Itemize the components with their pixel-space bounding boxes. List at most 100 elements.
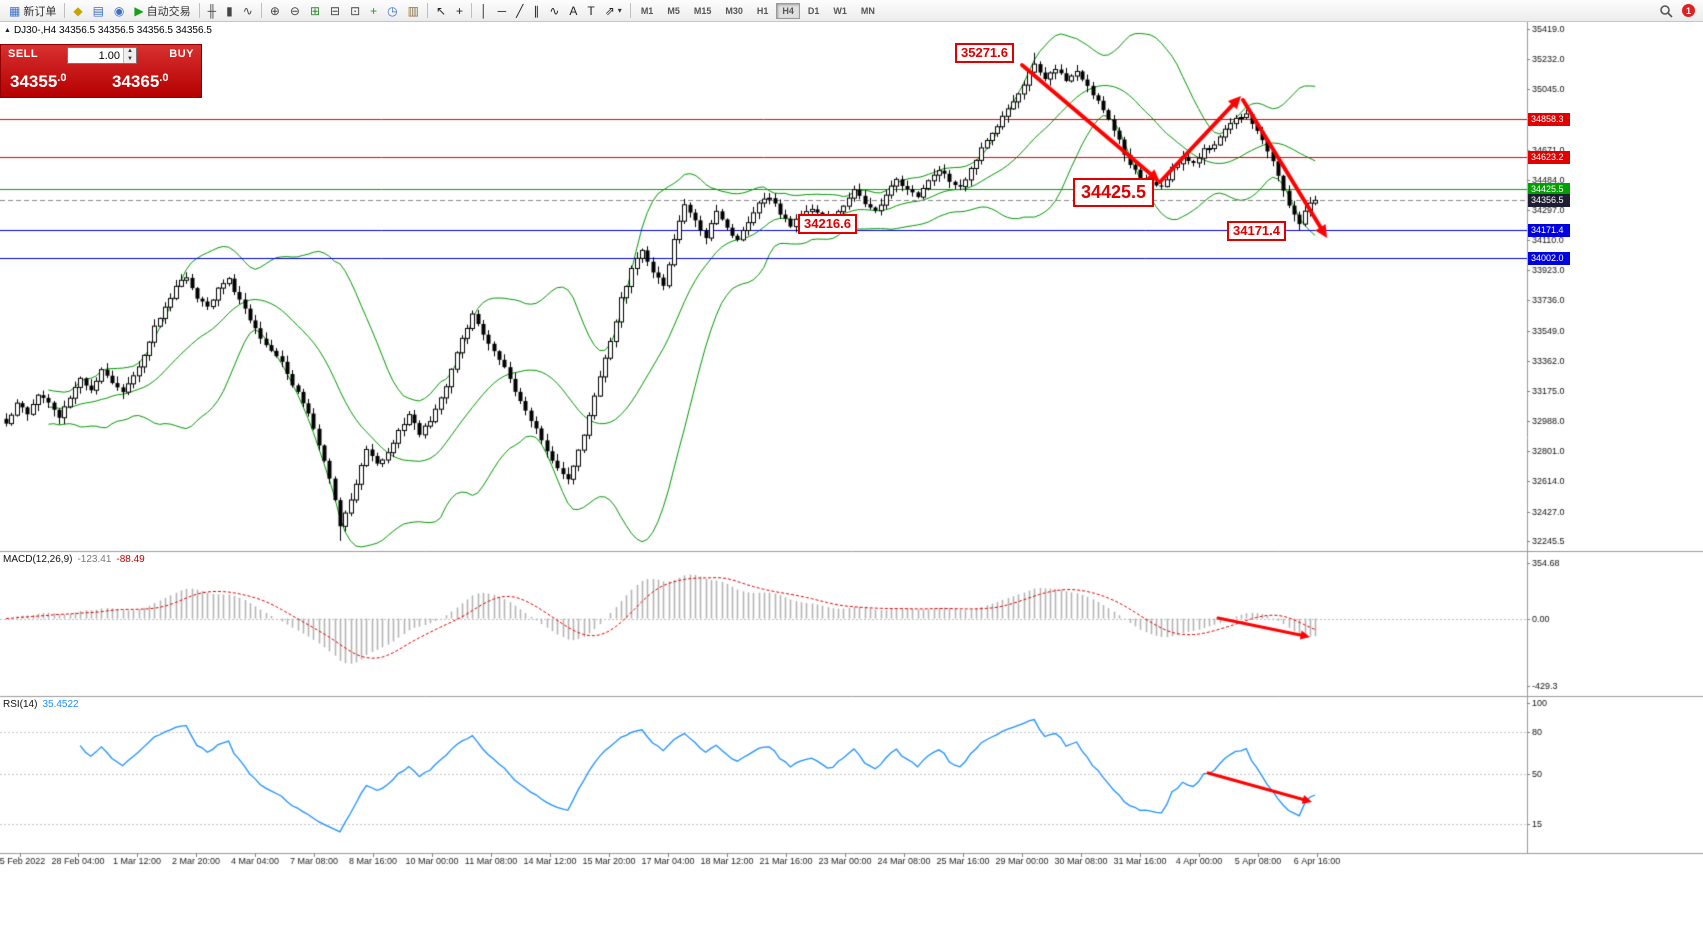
price-annotation-35271.6[interactable]: 35271.6	[955, 43, 1014, 64]
price-chart-canvas[interactable]	[0, 22, 1703, 942]
zoom-in-icon[interactable]: ⊕	[265, 0, 285, 22]
toolbar-separator	[426, 3, 428, 18]
terminal-icon-glyph: ▤	[92, 3, 104, 18]
price-tag-34858.3: 34858.3	[1528, 113, 1570, 127]
zoom-out-icon-glyph: ⊖	[289, 3, 300, 18]
buy-price: 34365.0	[112, 72, 169, 91]
timeframe-MN[interactable]: MN	[860, 5, 875, 16]
text-label-icon-glyph: T	[587, 3, 595, 18]
equidistant-channel-icon[interactable]: ∥	[528, 0, 544, 22]
trendline-icon-glyph: ╱	[516, 3, 524, 18]
cascade-windows-icon-glyph: ⊟	[330, 3, 341, 18]
cursor-icon[interactable]: ↖	[431, 0, 451, 22]
cursor-icon-glyph: ↖	[435, 3, 447, 18]
crosshair-icon[interactable]: +	[451, 0, 468, 22]
crosshair-icon-glyph: +	[456, 3, 464, 18]
templates-icon[interactable]: ▥	[403, 0, 424, 22]
indicators-icon[interactable]: +	[365, 0, 382, 22]
price-tag-34623.2: 34623.2	[1528, 151, 1570, 165]
macd-signal-value: -88.49	[116, 554, 145, 565]
autotrading-button-label: 自动交易	[146, 5, 191, 18]
vertical-line-icon[interactable]: │	[475, 0, 493, 22]
one-click-trading-panel: SELL 34355.0 BUY 34365.0 1.00 ▲ ▼	[0, 44, 202, 98]
zoom-in-icon-glyph: ⊕	[269, 3, 280, 18]
toolbar-separator	[198, 3, 200, 18]
volume-down-button[interactable]: ▼	[124, 55, 136, 63]
timeframe-M15[interactable]: M15	[693, 5, 712, 16]
volume-value: 1.00	[98, 49, 120, 62]
macd-value: -123.41	[77, 554, 112, 565]
arrows-tool-icon-dropdown[interactable]: ▾	[617, 6, 622, 15]
price-annotation-34425.5[interactable]: 34425.5	[1073, 178, 1155, 207]
timeframe-M1[interactable]: M1	[640, 5, 654, 16]
price-tag-34002.0: 34002.0	[1528, 251, 1570, 265]
volume-spinner: ▲ ▼	[123, 48, 136, 63]
text-label-icon[interactable]: T	[582, 0, 599, 22]
arrows-tool-icon-glyph: ⇗	[604, 3, 615, 18]
terminal-icon[interactable]: ▤	[88, 0, 109, 22]
price-tag-34171.4: 34171.4	[1528, 224, 1570, 238]
metaeditor-icon-glyph: ◆	[73, 3, 83, 18]
arrows-tool-icon[interactable]: ⇗ ▾	[600, 0, 627, 22]
timeframe-M5[interactable]: M5	[667, 5, 680, 16]
tile-windows-icon[interactable]: ⊞	[305, 0, 325, 22]
market-watch-icon[interactable]: ◉	[109, 0, 129, 22]
tile-windows-icon-glyph: ⊞	[309, 3, 321, 18]
toolbar-separator	[260, 3, 262, 18]
autotrading-button[interactable]: ▶ 自动交易	[129, 0, 195, 22]
macd-indicator-label: MACD(12,26,9) -123.41 -88.49	[3, 554, 145, 565]
notification-badge[interactable]: 1	[1682, 4, 1695, 17]
horizontal-line-icon[interactable]: ─	[493, 0, 512, 22]
equidistant-channel-icon-glyph: ∥	[533, 3, 540, 18]
timeframe-H1[interactable]: H1	[756, 5, 769, 16]
sell-label: SELL	[8, 48, 39, 60]
timeframe-D1[interactable]: D1	[807, 5, 820, 16]
arrange-windows-icon[interactable]: ⊡	[345, 0, 365, 22]
volume-input[interactable]: 1.00 ▲ ▼	[67, 47, 137, 64]
macd-name: MACD(12,26,9)	[3, 554, 73, 565]
rsi-indicator-label: RSI(14) 35.4522	[3, 699, 79, 710]
vertical-line-icon-glyph: │	[480, 3, 488, 18]
toolbar-separator	[629, 3, 631, 18]
symbol-ohlc-text: DJ30-,H4 34356.5 34356.5 34356.5 34356.5	[13, 25, 212, 36]
trendline-icon[interactable]: ╱	[511, 0, 528, 22]
candlestick-chart-icon-glyph: ▮	[226, 3, 233, 18]
text-icon-glyph: A	[569, 3, 578, 18]
chart-header: ▲ DJ30-,H4 34356.5 34356.5 34356.5 34356.…	[4, 25, 212, 36]
timeframe-W1[interactable]: W1	[833, 5, 847, 16]
horizontal-line-icon-glyph: ─	[497, 3, 507, 18]
buy-button[interactable]: BUY 34365.0	[101, 45, 201, 97]
zoom-out-icon[interactable]: ⊖	[285, 0, 305, 22]
timeframe-H4[interactable]: H4	[776, 2, 800, 19]
search-icon[interactable]	[1654, 0, 1678, 22]
candlestick-chart-icon[interactable]: ▮	[221, 0, 238, 22]
cycle-lines-icon-glyph: ∿	[549, 3, 560, 18]
templates-icon-glyph: ▥	[407, 3, 419, 18]
toolbar-separator	[64, 3, 66, 18]
price-tag-34356.5: 34356.5	[1528, 194, 1570, 208]
one-click-collapse-icon[interactable]: ▲	[4, 27, 11, 34]
cycle-lines-icon[interactable]: ∿	[544, 0, 564, 22]
price-annotation-34171.4[interactable]: 34171.4	[1227, 221, 1286, 242]
indicators-icon-glyph: +	[370, 3, 378, 18]
bar-chart-icon-glyph: ╫	[207, 3, 217, 18]
line-chart-icon[interactable]: ∿	[238, 0, 258, 22]
new-order-button-glyph: ▦	[9, 3, 21, 18]
periods-icon[interactable]: ◷	[382, 0, 402, 22]
bar-chart-icon[interactable]: ╫	[203, 0, 222, 22]
volume-up-button[interactable]: ▲	[124, 48, 136, 56]
autotrading-button-glyph: ▶	[134, 3, 144, 18]
periods-icon-glyph: ◷	[387, 3, 398, 18]
main-toolbar: ▦ 新订单 ◆ ▤ ◉ ▶ 自动交易 ╫ ▮ ∿ ⊕ ⊖ ⊞ ⊟ ⊡ + ◷ ▥ ↖ + │ ─ ╱ ∥ ∿ A T ⇗ ▾ M1 M5 M1…	[0, 0, 1703, 22]
new-order-button[interactable]: ▦ 新订单	[4, 0, 61, 22]
price-annotation-34216.6[interactable]: 34216.6	[798, 214, 857, 235]
rsi-name: RSI(14)	[3, 699, 38, 710]
text-icon[interactable]: A	[564, 0, 582, 22]
cascade-windows-icon[interactable]: ⊟	[325, 0, 345, 22]
market-watch-icon-glyph: ◉	[113, 3, 125, 18]
buy-label: BUY	[169, 48, 194, 60]
metaeditor-icon[interactable]: ◆	[68, 0, 87, 22]
arrange-windows-icon-glyph: ⊡	[350, 3, 361, 18]
new-order-button-label: 新订单	[23, 5, 57, 18]
timeframe-M30[interactable]: M30	[725, 5, 743, 16]
